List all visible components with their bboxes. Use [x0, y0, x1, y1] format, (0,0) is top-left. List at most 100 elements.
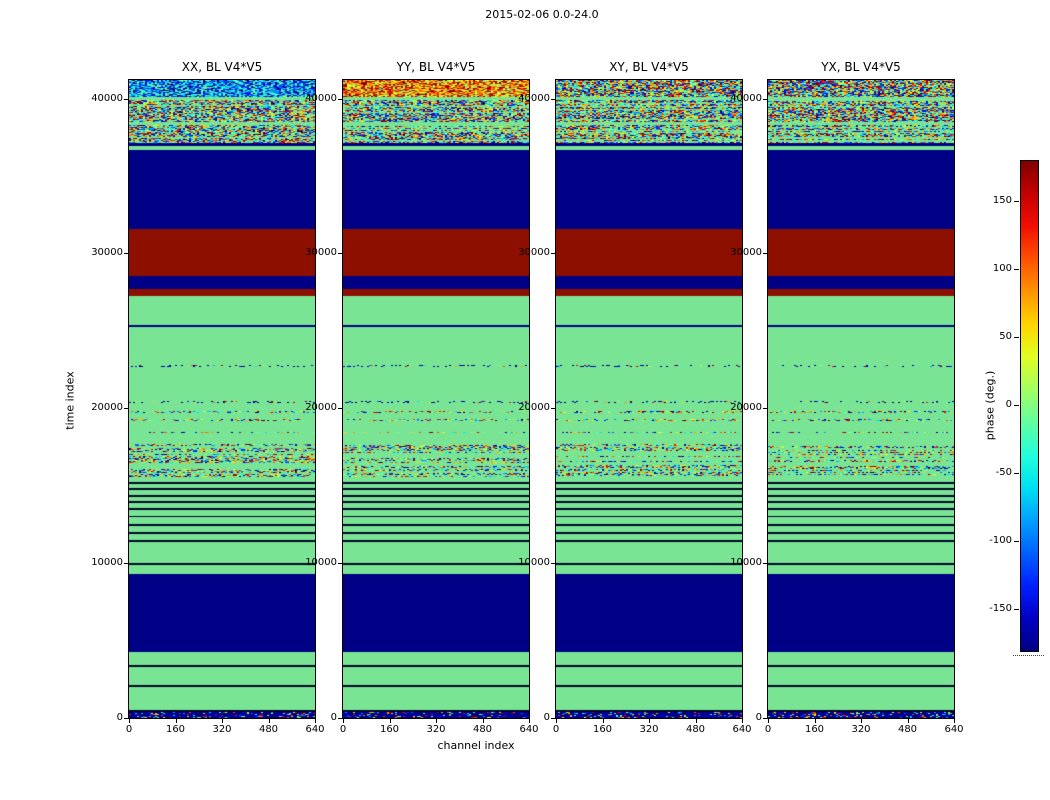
x-tick-label: 480	[897, 724, 918, 735]
x-tick-mark	[222, 719, 223, 723]
y-tick-mark	[124, 563, 128, 564]
y-tick-mark	[338, 408, 342, 409]
x-tick-mark	[768, 719, 769, 723]
y-tick-label: 0	[543, 712, 550, 723]
x-tick-label: 0	[125, 724, 133, 735]
colorbar-tick-label: 150	[992, 195, 1012, 206]
x-tick-label: 640	[519, 724, 539, 735]
panel-title-yy: YY, BL V4*V5	[396, 60, 476, 74]
colorbar	[1020, 160, 1039, 652]
colorbar-tick-mark	[1014, 541, 1019, 542]
panel-title-xx: XX, BL V4*V5	[181, 60, 263, 74]
colorbar-bottom-dots	[1013, 655, 1044, 656]
y-tick-mark	[763, 718, 767, 719]
heatmap-canvas-yy	[342, 79, 530, 719]
y-tick-mark	[338, 563, 342, 564]
x-tick-label: 160	[379, 724, 400, 735]
y-tick-mark	[338, 718, 342, 719]
y-tick-label: 20000	[305, 402, 337, 413]
y-tick-label: 20000	[91, 402, 123, 413]
x-tick-label: 0	[764, 724, 772, 735]
x-tick-label: 160	[804, 724, 825, 735]
figure-title: 2015-02-06 0.0-24.0	[485, 8, 599, 21]
y-tick-mark	[551, 99, 555, 100]
colorbar-tick-mark	[1014, 337, 1019, 338]
x-tick-mark	[907, 719, 909, 723]
y-tick-label: 30000	[91, 247, 123, 258]
x-tick-mark	[389, 719, 391, 723]
y-tick-mark	[338, 253, 342, 254]
x-tick-mark	[861, 719, 862, 723]
panel-title-yx: YX, BL V4*V5	[821, 60, 901, 74]
y-tick-mark	[338, 99, 342, 100]
y-tick-label: 10000	[91, 557, 123, 568]
colorbar-tick-label: -100	[989, 535, 1012, 546]
x-tick-mark	[649, 719, 650, 723]
x-tick-label: 0	[552, 724, 560, 735]
heatmap-canvas-xx	[128, 79, 316, 719]
x-tick-mark	[602, 719, 604, 723]
y-tick-mark	[124, 718, 128, 719]
y-tick-mark	[763, 563, 767, 564]
y-tick-mark	[124, 99, 128, 100]
colorbar-tick-label: 0	[1005, 399, 1012, 410]
y-tick-label: 10000	[730, 557, 762, 568]
colorbar-tick-label: -150	[989, 603, 1012, 614]
y-tick-label: 40000	[518, 93, 550, 104]
y-tick-label: 0	[755, 712, 762, 723]
colorbar-tick-mark	[1014, 405, 1019, 406]
colorbar-tick-mark	[1014, 201, 1019, 202]
y-tick-mark	[124, 408, 128, 409]
y-tick-mark	[551, 563, 555, 564]
x-tick-label: 160	[592, 724, 613, 735]
x-axis-label: channel index	[437, 739, 515, 752]
y-axis-label: time index	[63, 371, 77, 430]
y-tick-label: 40000	[730, 93, 762, 104]
colorbar-tick-mark	[1014, 473, 1019, 474]
x-tick-mark	[343, 719, 344, 723]
y-tick-label: 10000	[305, 557, 337, 568]
x-tick-mark	[129, 719, 130, 723]
x-tick-label: 640	[305, 724, 325, 735]
y-tick-label: 0	[116, 712, 123, 723]
y-tick-label: 30000	[730, 247, 762, 258]
y-tick-mark	[763, 99, 767, 100]
x-tick-label: 320	[212, 724, 232, 735]
heatmap-panel-yx: YX, BL V4*V5	[767, 60, 955, 719]
x-tick-mark	[814, 719, 816, 723]
x-tick-label: 0	[339, 724, 347, 735]
y-tick-label: 30000	[518, 247, 550, 258]
heatmap-panel-yy: YY, BL V4*V5	[342, 60, 530, 719]
x-tick-mark	[482, 719, 484, 723]
x-tick-label: 640	[732, 724, 752, 735]
heatmap-panel-xx: XX, BL V4*V5	[128, 60, 316, 719]
colorbar-tick-label: -50	[995, 467, 1012, 478]
y-tick-mark	[551, 718, 555, 719]
y-tick-mark	[551, 408, 555, 409]
x-tick-label: 320	[639, 724, 659, 735]
x-tick-mark	[556, 719, 557, 723]
x-tick-mark	[315, 719, 316, 723]
colorbar-tick-mark	[1014, 609, 1019, 610]
y-tick-mark	[551, 253, 555, 254]
x-tick-label: 480	[472, 724, 493, 735]
x-tick-mark	[436, 719, 437, 723]
heatmap-canvas-yx	[767, 79, 955, 719]
heatmap-panel-xy: XY, BL V4*V5	[555, 60, 743, 719]
colorbar-tick-label: 100	[992, 263, 1012, 274]
x-tick-mark	[742, 719, 743, 723]
x-tick-label: 320	[851, 724, 871, 735]
x-tick-label: 160	[165, 724, 186, 735]
y-tick-mark	[763, 253, 767, 254]
x-tick-mark	[529, 719, 530, 723]
x-tick-mark	[695, 719, 697, 723]
y-tick-mark	[124, 253, 128, 254]
panel-title-xy: XY, BL V4*V5	[609, 60, 689, 74]
colorbar-tick-mark	[1014, 269, 1019, 270]
x-tick-label: 480	[685, 724, 706, 735]
x-tick-label: 640	[944, 724, 964, 735]
x-tick-label: 480	[258, 724, 279, 735]
y-tick-label: 20000	[518, 402, 550, 413]
x-tick-mark	[268, 719, 270, 723]
